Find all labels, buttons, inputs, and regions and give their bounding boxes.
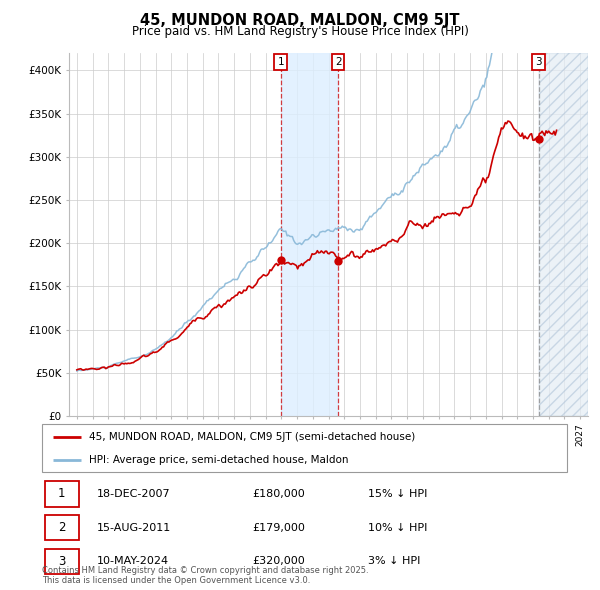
FancyBboxPatch shape xyxy=(44,515,79,540)
Text: 3: 3 xyxy=(58,555,65,568)
Text: 15% ↓ HPI: 15% ↓ HPI xyxy=(367,489,427,499)
FancyBboxPatch shape xyxy=(42,424,567,472)
Text: 3: 3 xyxy=(535,57,542,67)
Text: 45, MUNDON ROAD, MALDON, CM9 5JT: 45, MUNDON ROAD, MALDON, CM9 5JT xyxy=(140,13,460,28)
Bar xyxy=(539,53,588,416)
Text: 10-MAY-2024: 10-MAY-2024 xyxy=(97,556,169,566)
FancyBboxPatch shape xyxy=(44,481,79,507)
Text: £179,000: £179,000 xyxy=(252,523,305,533)
Text: 45, MUNDON ROAD, MALDON, CM9 5JT (semi-detached house): 45, MUNDON ROAD, MALDON, CM9 5JT (semi-d… xyxy=(89,432,415,442)
Text: 10% ↓ HPI: 10% ↓ HPI xyxy=(367,523,427,533)
Text: Price paid vs. HM Land Registry's House Price Index (HPI): Price paid vs. HM Land Registry's House … xyxy=(131,25,469,38)
Bar xyxy=(539,53,588,416)
Text: 15-AUG-2011: 15-AUG-2011 xyxy=(97,523,172,533)
Bar xyxy=(281,53,338,416)
Text: 3% ↓ HPI: 3% ↓ HPI xyxy=(367,556,420,566)
FancyBboxPatch shape xyxy=(44,549,79,574)
Text: 1: 1 xyxy=(58,487,65,500)
Text: 2: 2 xyxy=(335,57,341,67)
Text: 18-DEC-2007: 18-DEC-2007 xyxy=(97,489,171,499)
Text: £180,000: £180,000 xyxy=(252,489,305,499)
Text: £320,000: £320,000 xyxy=(252,556,305,566)
Text: HPI: Average price, semi-detached house, Maldon: HPI: Average price, semi-detached house,… xyxy=(89,455,349,465)
Text: 2: 2 xyxy=(58,521,65,534)
Text: Contains HM Land Registry data © Crown copyright and database right 2025.
This d: Contains HM Land Registry data © Crown c… xyxy=(42,566,368,585)
Text: 1: 1 xyxy=(277,57,284,67)
